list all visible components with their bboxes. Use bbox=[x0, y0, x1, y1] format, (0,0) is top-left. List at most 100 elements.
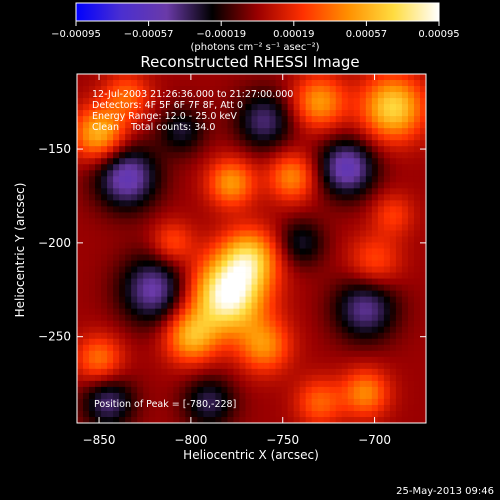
heatmap-cell bbox=[173, 296, 180, 304]
heatmap-cell bbox=[221, 116, 228, 123]
heatmap-cell bbox=[353, 242, 361, 249]
heatmap-cell bbox=[395, 134, 403, 141]
heatmap-cell bbox=[353, 416, 361, 423]
heatmap-cell bbox=[383, 140, 391, 147]
heatmap-cell bbox=[221, 326, 228, 334]
heatmap-cell bbox=[353, 290, 361, 298]
heatmap-cell bbox=[329, 386, 337, 394]
heatmap-cell bbox=[155, 80, 162, 87]
heatmap-cell bbox=[83, 242, 90, 249]
heatmap-cell bbox=[371, 380, 379, 388]
heatmap-cell bbox=[95, 164, 102, 171]
heatmap-cell bbox=[371, 158, 379, 165]
heatmap-cell bbox=[359, 290, 367, 298]
heatmap-cell bbox=[257, 230, 264, 237]
heatmap-cell bbox=[113, 404, 120, 412]
heatmap-cell bbox=[239, 416, 246, 423]
heatmap-cell bbox=[281, 116, 289, 123]
heatmap-cell bbox=[263, 320, 270, 328]
colorbar-unit: (photons cm⁻² s⁻¹ asec⁻²) bbox=[190, 42, 319, 53]
heatmap-cell bbox=[95, 404, 102, 412]
heatmap-cell bbox=[329, 86, 337, 93]
heatmap-cell bbox=[353, 74, 361, 81]
heatmap-cell bbox=[287, 206, 295, 213]
heatmap-cell bbox=[155, 416, 162, 423]
heatmap-cell bbox=[155, 176, 162, 183]
heatmap-cell bbox=[251, 164, 258, 171]
heatmap-cell bbox=[323, 374, 331, 382]
heatmap-cell bbox=[401, 380, 409, 388]
heatmap-cell bbox=[119, 140, 126, 147]
heatmap-cell bbox=[143, 398, 150, 406]
heatmap-cell bbox=[395, 332, 403, 340]
heatmap-cell bbox=[389, 302, 397, 310]
heatmap-cell bbox=[89, 326, 96, 334]
heatmap-cell bbox=[191, 74, 198, 81]
heatmap-cell bbox=[323, 128, 331, 135]
heatmap-cell bbox=[245, 338, 252, 346]
heatmap-cell bbox=[155, 410, 162, 418]
heatmap-cell bbox=[365, 206, 373, 213]
heatmap-cell bbox=[245, 404, 252, 412]
heatmap-cell bbox=[419, 272, 426, 279]
heatmap-cell bbox=[95, 302, 102, 310]
heatmap-cell bbox=[101, 182, 108, 189]
heatmap-cell bbox=[377, 410, 385, 418]
heatmap-cell bbox=[383, 392, 391, 400]
heatmap-cell bbox=[101, 266, 108, 273]
heatmap-cell bbox=[347, 296, 355, 304]
heatmap-cell bbox=[365, 302, 373, 310]
heatmap-cell bbox=[275, 296, 282, 304]
heatmap-cell bbox=[155, 338, 162, 346]
heatmap-cell bbox=[101, 98, 108, 105]
heatmap-cell bbox=[233, 350, 240, 358]
heatmap-cell bbox=[395, 152, 403, 159]
heatmap-cell bbox=[413, 206, 421, 213]
heatmap-cell bbox=[89, 404, 96, 412]
heatmap-cell bbox=[311, 146, 319, 153]
heatmap-cell bbox=[137, 194, 144, 201]
heatmap-cell bbox=[251, 284, 258, 292]
heatmap-cell bbox=[395, 104, 403, 111]
heatmap-cell bbox=[389, 92, 397, 99]
heatmap-cell bbox=[149, 254, 156, 261]
heatmap-cell bbox=[329, 278, 337, 286]
heatmap-cell bbox=[299, 212, 307, 219]
heatmap-cell bbox=[323, 326, 331, 334]
heatmap-cell bbox=[311, 86, 319, 93]
heatmap-cell bbox=[251, 260, 258, 267]
heatmap-cell bbox=[341, 92, 349, 99]
heatmap-cell bbox=[311, 272, 319, 279]
heatmap-cell bbox=[209, 290, 216, 298]
heatmap-cell bbox=[173, 374, 180, 382]
heatmap-cell bbox=[155, 182, 162, 189]
heatmap-cell bbox=[245, 134, 252, 141]
heatmap-cell bbox=[233, 140, 240, 147]
heatmap-cell bbox=[203, 350, 210, 358]
heatmap-cell bbox=[293, 320, 301, 328]
heatmap-cell bbox=[125, 98, 132, 105]
heatmap-cell bbox=[293, 128, 301, 135]
heatmap-cell bbox=[197, 104, 204, 111]
heatmap-cell bbox=[101, 176, 108, 183]
heatmap-cell bbox=[269, 362, 276, 370]
heatmap-cell bbox=[119, 176, 126, 183]
heatmap-cell bbox=[83, 248, 90, 255]
heatmap-cell bbox=[269, 266, 276, 273]
heatmap-cell bbox=[191, 380, 198, 388]
heatmap-cell bbox=[395, 200, 403, 207]
heatmap-cell bbox=[293, 416, 301, 423]
heatmap-cell bbox=[203, 374, 210, 382]
heatmap-cell bbox=[83, 182, 90, 189]
heatmap-cell bbox=[311, 326, 319, 334]
heatmap-cell bbox=[137, 392, 144, 400]
heatmap-cell bbox=[245, 326, 252, 334]
heatmap-cell bbox=[227, 326, 234, 334]
heatmap-cell bbox=[371, 326, 379, 334]
heatmap-cell bbox=[77, 266, 84, 273]
heatmap-cell bbox=[353, 320, 361, 328]
heatmap-cell bbox=[137, 170, 144, 177]
heatmap-cell bbox=[365, 254, 373, 261]
heatmap-cell bbox=[281, 266, 289, 273]
heatmap-cell bbox=[329, 404, 337, 412]
